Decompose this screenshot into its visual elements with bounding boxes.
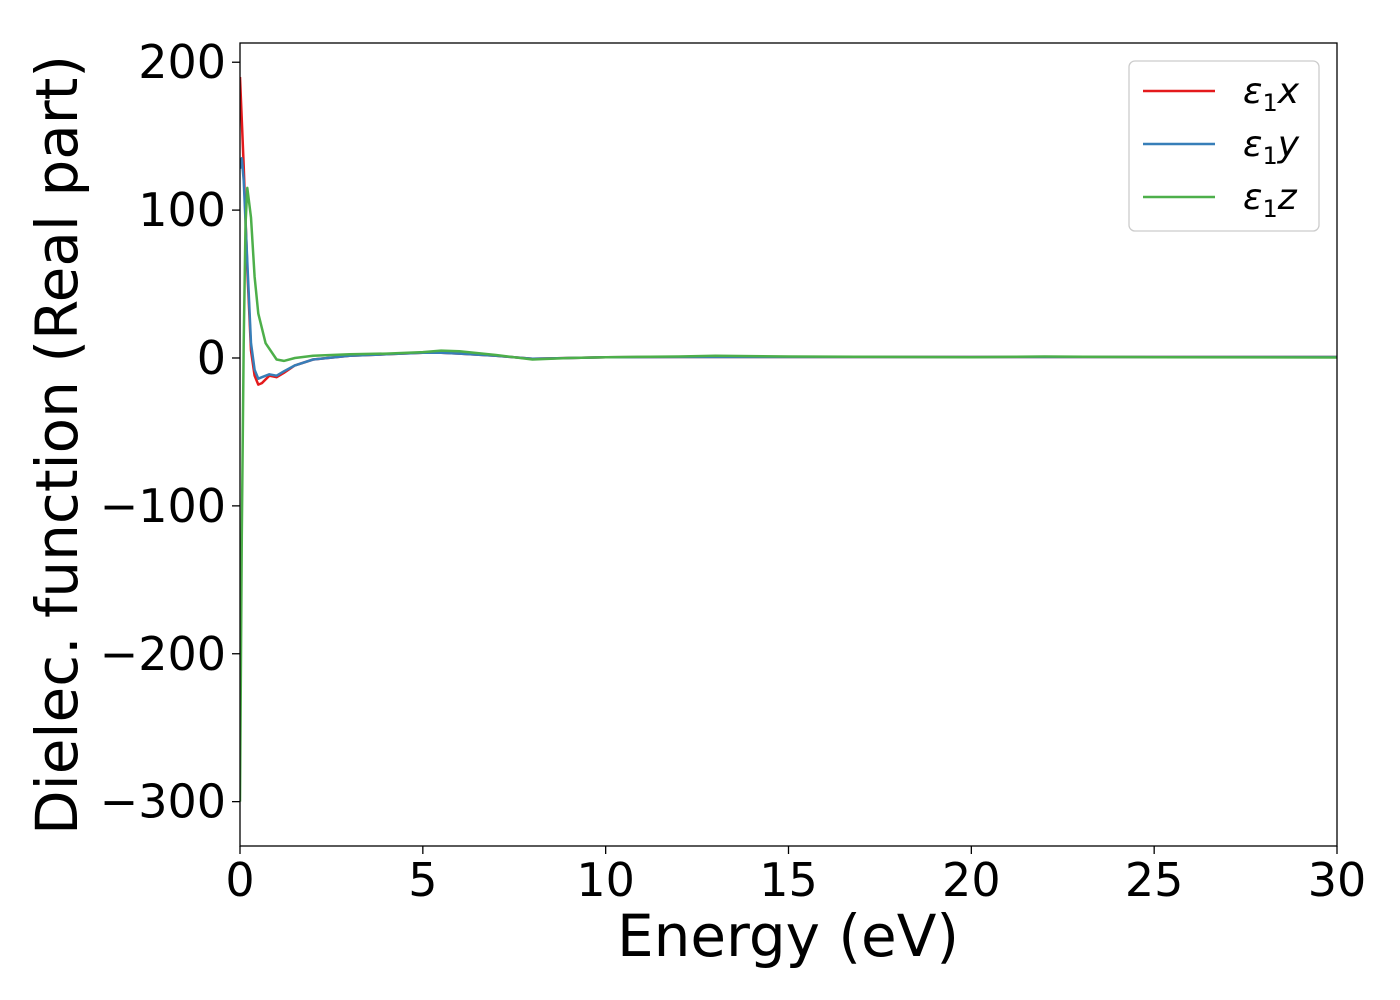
legend-box [1128,60,1320,232]
x-tick-label: 25 [1125,853,1184,907]
x-tick-label: 5 [408,853,437,907]
y-tick-label: −300 [100,775,226,829]
y-axis-title: Dielec. function (Real part) [23,55,91,835]
y-tick-label: 200 [138,35,226,89]
y-tick-label: 100 [138,183,226,237]
legend-label-z: ε1z [1243,177,1298,223]
series-layer [240,76,1337,802]
y-tick-label: −200 [100,627,226,681]
legend-label-y: ε1y [1243,124,1300,170]
series-line-z [240,186,1337,802]
legend: ε1x ε1y ε1z [1128,60,1320,232]
x-tick-label: 30 [1308,853,1367,907]
y-axis: −300 −200 −100 0 100 200 [100,35,240,829]
y-tick-label: −100 [100,479,226,533]
x-axis: 0 5 10 15 20 25 30 [225,846,1366,907]
x-tick-label: 0 [225,853,254,907]
x-tick-label: 10 [576,853,635,907]
legend-label-x: ε1x [1243,71,1300,117]
y-tick-label: 0 [197,331,226,385]
x-tick-label: 15 [759,853,818,907]
x-tick-label: 20 [942,853,1001,907]
x-axis-title: Energy (eV) [617,902,959,970]
